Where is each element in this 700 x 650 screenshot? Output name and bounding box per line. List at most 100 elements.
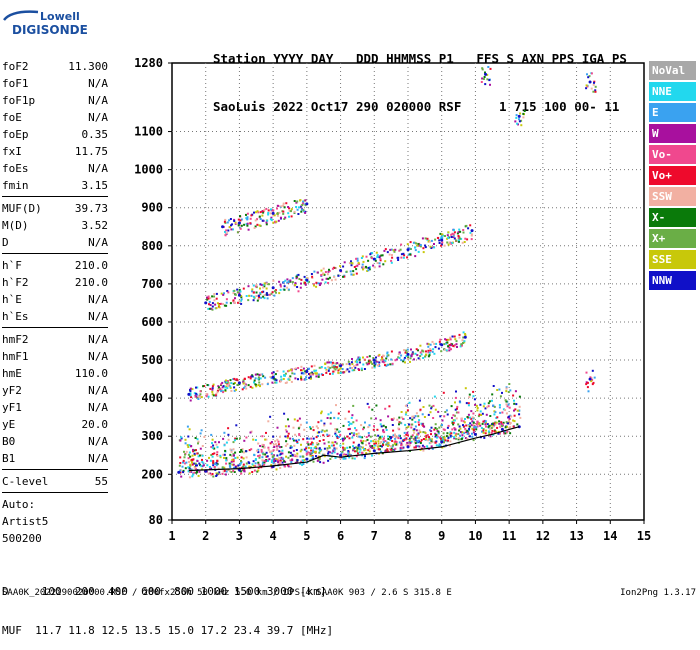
echo-point: [234, 221, 237, 224]
echo-point: [226, 469, 229, 472]
echo-point: [308, 452, 311, 455]
echo-point: [421, 237, 424, 240]
x-tick-label: 3: [236, 529, 243, 543]
echo-point: [371, 366, 374, 369]
echo-point: [419, 442, 422, 444]
echo-point: [262, 286, 265, 289]
echo-point: [208, 466, 211, 468]
echo-point: [355, 419, 358, 422]
echo-point: [417, 244, 420, 247]
echo-point: [254, 439, 257, 441]
echo-point: [422, 357, 425, 359]
echo-point: [514, 408, 517, 411]
echo-point: [447, 439, 449, 442]
echo-point: [471, 435, 474, 438]
echo-point: [417, 357, 420, 360]
echo-point: [308, 453, 311, 456]
echo-point: [180, 437, 183, 440]
echo-point: [472, 423, 475, 426]
echo-point: [193, 452, 196, 455]
echo-point: [323, 422, 326, 425]
echo-point: [478, 413, 481, 416]
echo-point: [518, 395, 521, 398]
echo-point: [355, 429, 358, 432]
param-key: foF1: [2, 77, 29, 90]
echo-point: [381, 435, 384, 438]
echo-point: [358, 361, 361, 364]
param-value: 3.52: [81, 219, 109, 232]
echo-point: [377, 434, 380, 437]
echo-point: [348, 446, 351, 449]
echo-point: [196, 471, 198, 473]
echo-point: [241, 450, 244, 453]
echo-point: [400, 253, 403, 256]
echo-point: [468, 393, 471, 396]
echo-point: [284, 435, 287, 438]
echo-point: [377, 360, 380, 363]
echo-point: [322, 461, 325, 464]
echo-point: [319, 461, 322, 464]
trace-point: [305, 457, 309, 461]
echo-point: [357, 368, 360, 370]
echo-point: [442, 440, 445, 443]
echo-point: [320, 269, 323, 272]
echo-point: [323, 447, 326, 450]
echo-point: [197, 398, 200, 400]
trace-point: [305, 369, 309, 373]
echo-point: [193, 462, 196, 465]
echo-point: [251, 374, 254, 377]
echo-point: [243, 377, 246, 380]
muf-footer: D 100 200 400 600 800 1000 1500 3000 [km…: [2, 559, 333, 650]
echo-point: [482, 429, 485, 432]
echo-point: [439, 237, 442, 240]
echo-point: [425, 434, 428, 437]
echo-point: [254, 285, 257, 288]
echo-point: [468, 427, 471, 430]
echo-point: [279, 288, 282, 291]
echo-point: [392, 449, 395, 452]
echo-point: [247, 384, 250, 387]
echo-point: [286, 286, 289, 289]
echo-point: [468, 416, 471, 419]
echo-point: [221, 472, 224, 475]
echo-point: [364, 448, 367, 451]
echo-point: [256, 449, 259, 452]
echo-point: [206, 296, 208, 299]
echo-point: [301, 463, 304, 466]
echo-point: [190, 458, 193, 461]
echo-point: [238, 288, 241, 291]
echo-point: [395, 436, 398, 439]
echo-point: [437, 410, 440, 413]
param-value: N/A: [88, 435, 108, 448]
echo-point: [422, 438, 425, 440]
echo-point: [288, 207, 291, 210]
echo-point: [273, 461, 276, 464]
echo-point: [428, 240, 431, 243]
echo-point: [208, 300, 211, 303]
echo-point: [475, 404, 478, 407]
echo-point: [240, 218, 243, 221]
echo-point: [434, 427, 437, 430]
echo-point: [211, 387, 214, 390]
echo-point: [245, 217, 248, 220]
echo-point: [331, 452, 334, 455]
echo-point: [317, 427, 319, 430]
echo-point: [337, 363, 340, 366]
echo-point: [411, 353, 414, 356]
echo-point: [594, 90, 597, 93]
echo-point: [293, 418, 296, 421]
muf-row: MUF 11.7 11.8 12.5 13.5 15.0 17.2 23.4 3…: [2, 624, 334, 637]
echo-point: [302, 372, 305, 375]
echo-point: [448, 349, 451, 352]
echo-point: [295, 275, 298, 278]
echo-point: [334, 368, 337, 371]
echo-point: [498, 404, 501, 406]
echo-point: [243, 468, 246, 471]
echo-point: [421, 423, 424, 426]
param-value: 0.35: [81, 128, 109, 141]
echo-point: [448, 433, 451, 436]
echo-point: [376, 428, 379, 431]
echo-point: [263, 297, 266, 300]
echo-point: [357, 452, 359, 455]
echo-point: [358, 447, 361, 450]
